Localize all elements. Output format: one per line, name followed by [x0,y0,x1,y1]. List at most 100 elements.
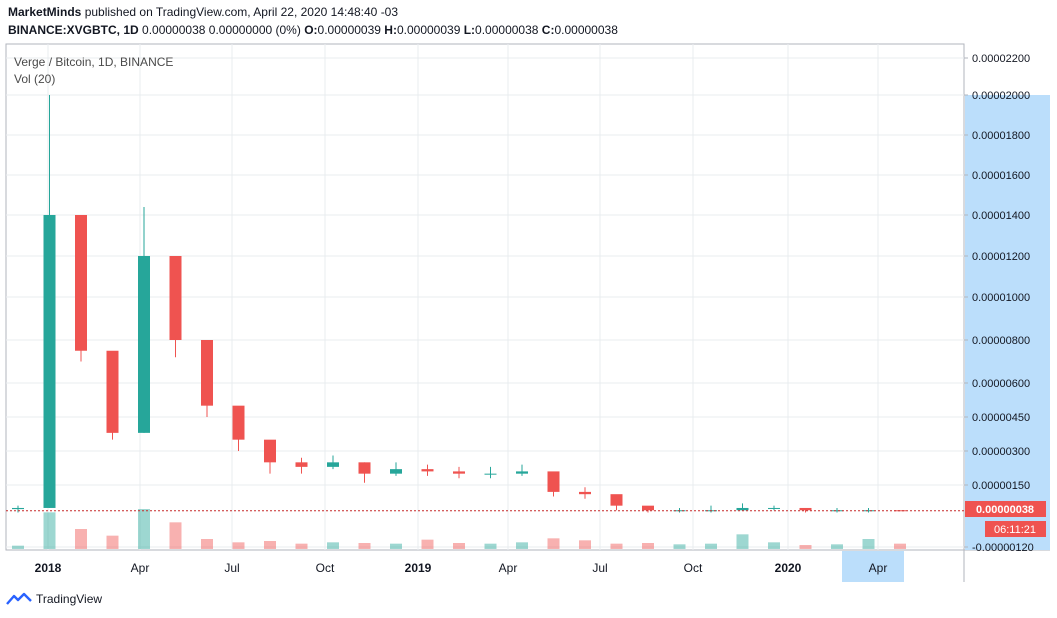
price-range-highlight [965,95,1050,550]
footer[interactable]: TradingView [6,592,102,606]
candle-body [138,256,150,433]
price-tick-label: 0.00002000 [972,90,1030,102]
volume-bar [484,543,497,549]
candle-body [232,405,245,440]
open-label: O: [304,23,318,37]
published-text: published on TradingView.com, April 22, … [84,5,399,19]
candle-body [327,462,339,467]
volume-bar [768,542,780,549]
ohlc-line: BINANCE:XVGBTC, 1D 0.00000038 0.00000000… [8,23,618,37]
price-tick-label: 0.00002200 [972,53,1030,65]
candle-body [736,507,749,511]
volume-bar [894,543,906,549]
candle-body [295,462,308,467]
volume-bar [421,539,434,549]
low-value: 0.00000038 [475,23,539,37]
candle-body [75,215,87,351]
price-axis: 0.00002200 0.00002000 0.00001800 0.00001600… [964,53,1034,554]
time-tick-label: Apr [499,561,518,575]
volume-bar [106,535,119,549]
volume-bar [705,543,717,549]
last-price-badge [965,501,1046,517]
price-tick-label: 0.00001800 [972,130,1030,142]
candle-body [516,471,528,474]
volume-bar [169,522,182,549]
volume-bar [264,541,276,549]
volume-bar [547,538,560,549]
volume-bar [642,543,654,549]
open-value: 0.00000039 [317,23,381,37]
time-tick-label: Jul [224,561,239,575]
candle-body [106,350,119,433]
volume-bar [201,539,213,549]
time-tick-label: 2019 [405,561,432,575]
volume-bar [295,543,308,549]
price-tick-label: 0.00001400 [972,210,1030,222]
price-tick-label: 0.00000450 [972,412,1030,424]
volume-bar [327,542,339,549]
volume-bar [862,539,875,549]
close-label: C: [541,23,555,37]
candle-body [642,505,654,511]
price-tick-label: 0.00001200 [972,251,1030,263]
candle-body [421,469,434,472]
volume-bar [358,543,371,549]
time-tick-label: 2018 [35,561,62,575]
price-change: 0.00000000 (0%) [208,23,301,37]
price-tick-label: 0.00000300 [972,446,1030,458]
volume-bar [610,543,623,549]
time-tick-label: 2020 [775,561,802,575]
tradingview-logo-icon [6,592,32,605]
time-tick-label: Jul [592,561,607,575]
volume-bars [12,509,906,549]
volume-bar [736,534,749,549]
price-tick-label: -0.00000120 [972,542,1034,554]
high-label: H: [384,23,397,37]
close-value: 0.00000038 [554,23,618,37]
symbol-label: BINANCE:XVGBTC, 1D [8,23,139,37]
candle-body [547,471,560,492]
candle-body [264,439,276,463]
time-tick-label: Oct [316,561,335,575]
time-tick-label: Apr [869,561,888,575]
price-tick-label: 0.00001600 [972,170,1030,182]
countdown-badge-text: 06:11:21 [994,524,1036,536]
countdown-badge [985,521,1046,537]
candle-body [201,340,213,406]
footer-brand: TradingView [36,592,103,606]
candle-body [453,471,465,474]
author-name: MarketMinds [8,5,82,19]
volume-bar [579,540,591,549]
candle-body [768,507,780,509]
volume-bar [390,543,402,549]
time-tick-label: Oct [684,561,703,575]
volume-bar [12,545,24,549]
candle-body [169,256,182,340]
volume-bar [75,529,87,549]
volume-bar [43,512,56,549]
time-range-highlight [842,551,904,582]
time-tick-label: Apr [131,561,150,575]
price-tick-label: 0.00000150 [972,480,1030,492]
price-tick-label: 0.00000600 [972,378,1030,390]
volume-bar [138,509,150,549]
last-price: 0.00000038 [142,23,206,37]
candle-body [862,510,875,512]
candle-body [358,462,371,474]
price-tick-label: 0.00001000 [972,292,1030,304]
candle-body [12,507,24,510]
publish-line: MarketMinds published on TradingView.com… [8,5,398,19]
candle-body [43,215,56,508]
volume-bar [232,542,245,549]
last-price-badge-text: 0.00000038 [976,504,1034,516]
candle-body [831,510,843,512]
volume-bar [673,544,686,549]
legend-volume: Vol (20) [14,72,56,86]
volume-bar [453,543,465,549]
volume-bar [799,545,812,549]
high-value: 0.00000039 [396,23,461,37]
candle-body [799,507,812,511]
grid [6,44,964,550]
candle-body [484,473,497,475]
